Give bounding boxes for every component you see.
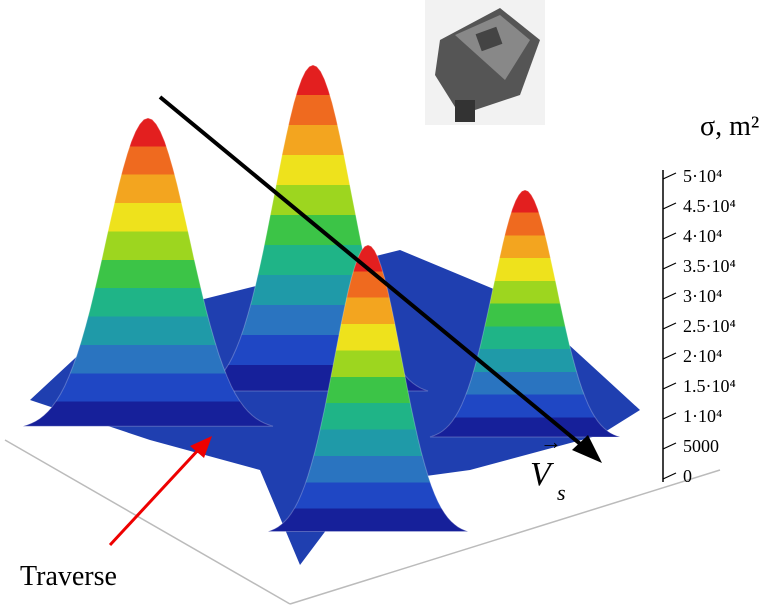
tick-label: 5·10⁴ xyxy=(683,166,722,186)
velocity-label: V xyxy=(530,456,555,493)
tick-label: 1·10⁴ xyxy=(683,406,722,426)
tick-mark xyxy=(663,203,676,209)
tick-label: 5000 xyxy=(683,436,719,456)
traverse-label: Traverse xyxy=(20,561,117,592)
tick-mark xyxy=(663,293,676,299)
tick-label: 1.5·10⁴ xyxy=(683,376,736,396)
tick-mark xyxy=(663,263,676,269)
tick-mark xyxy=(663,323,676,329)
tick-label: 4·10⁴ xyxy=(683,226,722,246)
tick-mark xyxy=(663,383,676,389)
tick-mark xyxy=(663,353,676,359)
tick-label: 3.5·10⁴ xyxy=(683,256,736,276)
tick-label: 2.5·10⁴ xyxy=(683,316,736,336)
tick-label: 0 xyxy=(683,466,692,486)
device-thumbnail xyxy=(425,0,545,125)
traverse-arrow xyxy=(110,448,200,545)
tick-mark xyxy=(663,443,676,449)
tick-mark xyxy=(663,173,676,179)
tick-label: 2·10⁴ xyxy=(683,346,722,366)
chart: Traverse V s → σ, m² 0 5000 1·10⁴ 1.5·10⁴ 2·… xyxy=(0,0,780,607)
vector-arrow: → xyxy=(540,429,562,454)
tick-mark xyxy=(663,413,676,419)
tick-mark xyxy=(663,473,676,479)
velocity-subscript: s xyxy=(557,480,566,505)
tick-label: 4.5·10⁴ xyxy=(683,196,736,216)
axis-title: σ, m² xyxy=(700,111,759,142)
tick-label: 3·10⁴ xyxy=(683,286,722,306)
tick-mark xyxy=(663,233,676,239)
